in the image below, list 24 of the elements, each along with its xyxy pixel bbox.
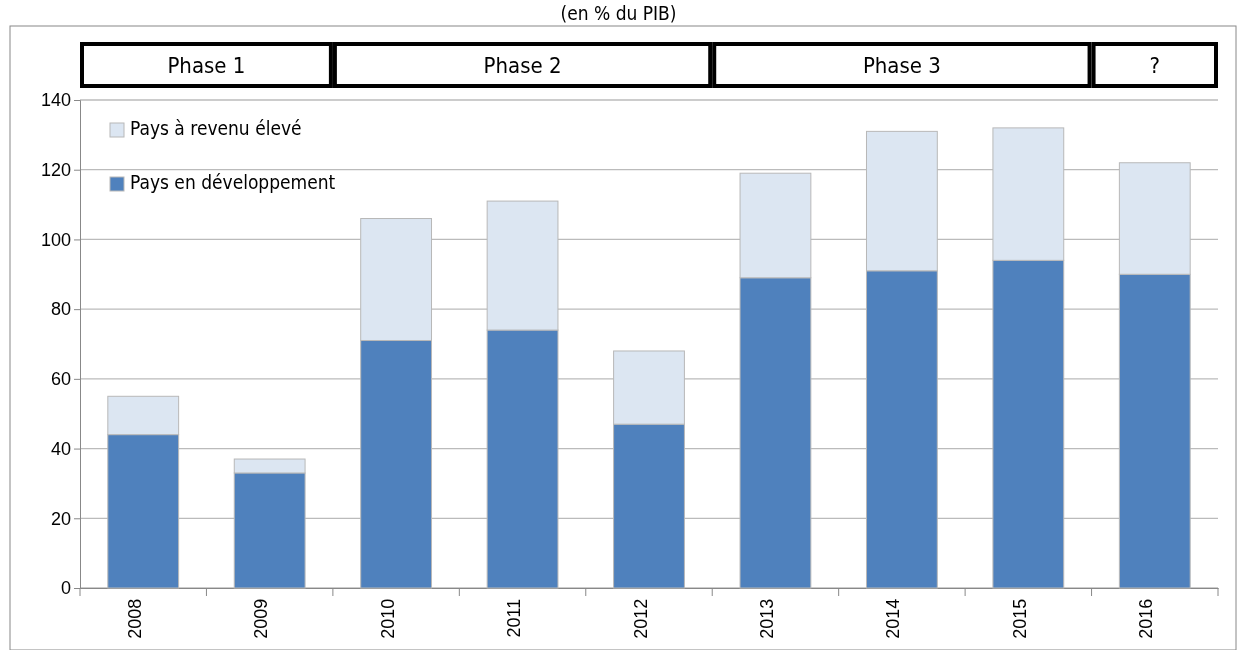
x-tick-label: 2015 <box>1009 598 1030 639</box>
text: Phase 2 <box>483 53 562 78</box>
y-tick-label: 120 <box>40 159 71 180</box>
x-tick-label: 2013 <box>757 598 778 639</box>
x-tick-label: 2016 <box>1136 598 1157 639</box>
x-tick-label: 2008 <box>124 598 145 639</box>
y-tick-label: 0 <box>60 578 71 599</box>
y-tick-label: 60 <box>50 369 71 390</box>
x-tick-label: 2009 <box>251 598 272 639</box>
y-tick-label: 20 <box>50 508 71 529</box>
y-tick-label: 80 <box>50 299 71 320</box>
text: ? <box>1149 53 1161 78</box>
legend-label: Pays à revenu élevé <box>130 117 302 139</box>
text: Phase 3 <box>862 53 941 78</box>
x-tick-label: 2012 <box>630 598 651 639</box>
x-tick-label: 2010 <box>377 598 398 639</box>
chart-title: (en % du PIB) <box>560 2 677 24</box>
text: Phase 1 <box>167 53 246 78</box>
y-tick-label: 100 <box>40 229 71 250</box>
x-tick-label: 2011 <box>504 598 525 638</box>
legend-label: Pays en développement <box>130 171 336 193</box>
x-tick-label: 2014 <box>883 598 904 639</box>
y-tick-label: 140 <box>40 90 71 111</box>
y-tick-label: 40 <box>50 438 71 459</box>
